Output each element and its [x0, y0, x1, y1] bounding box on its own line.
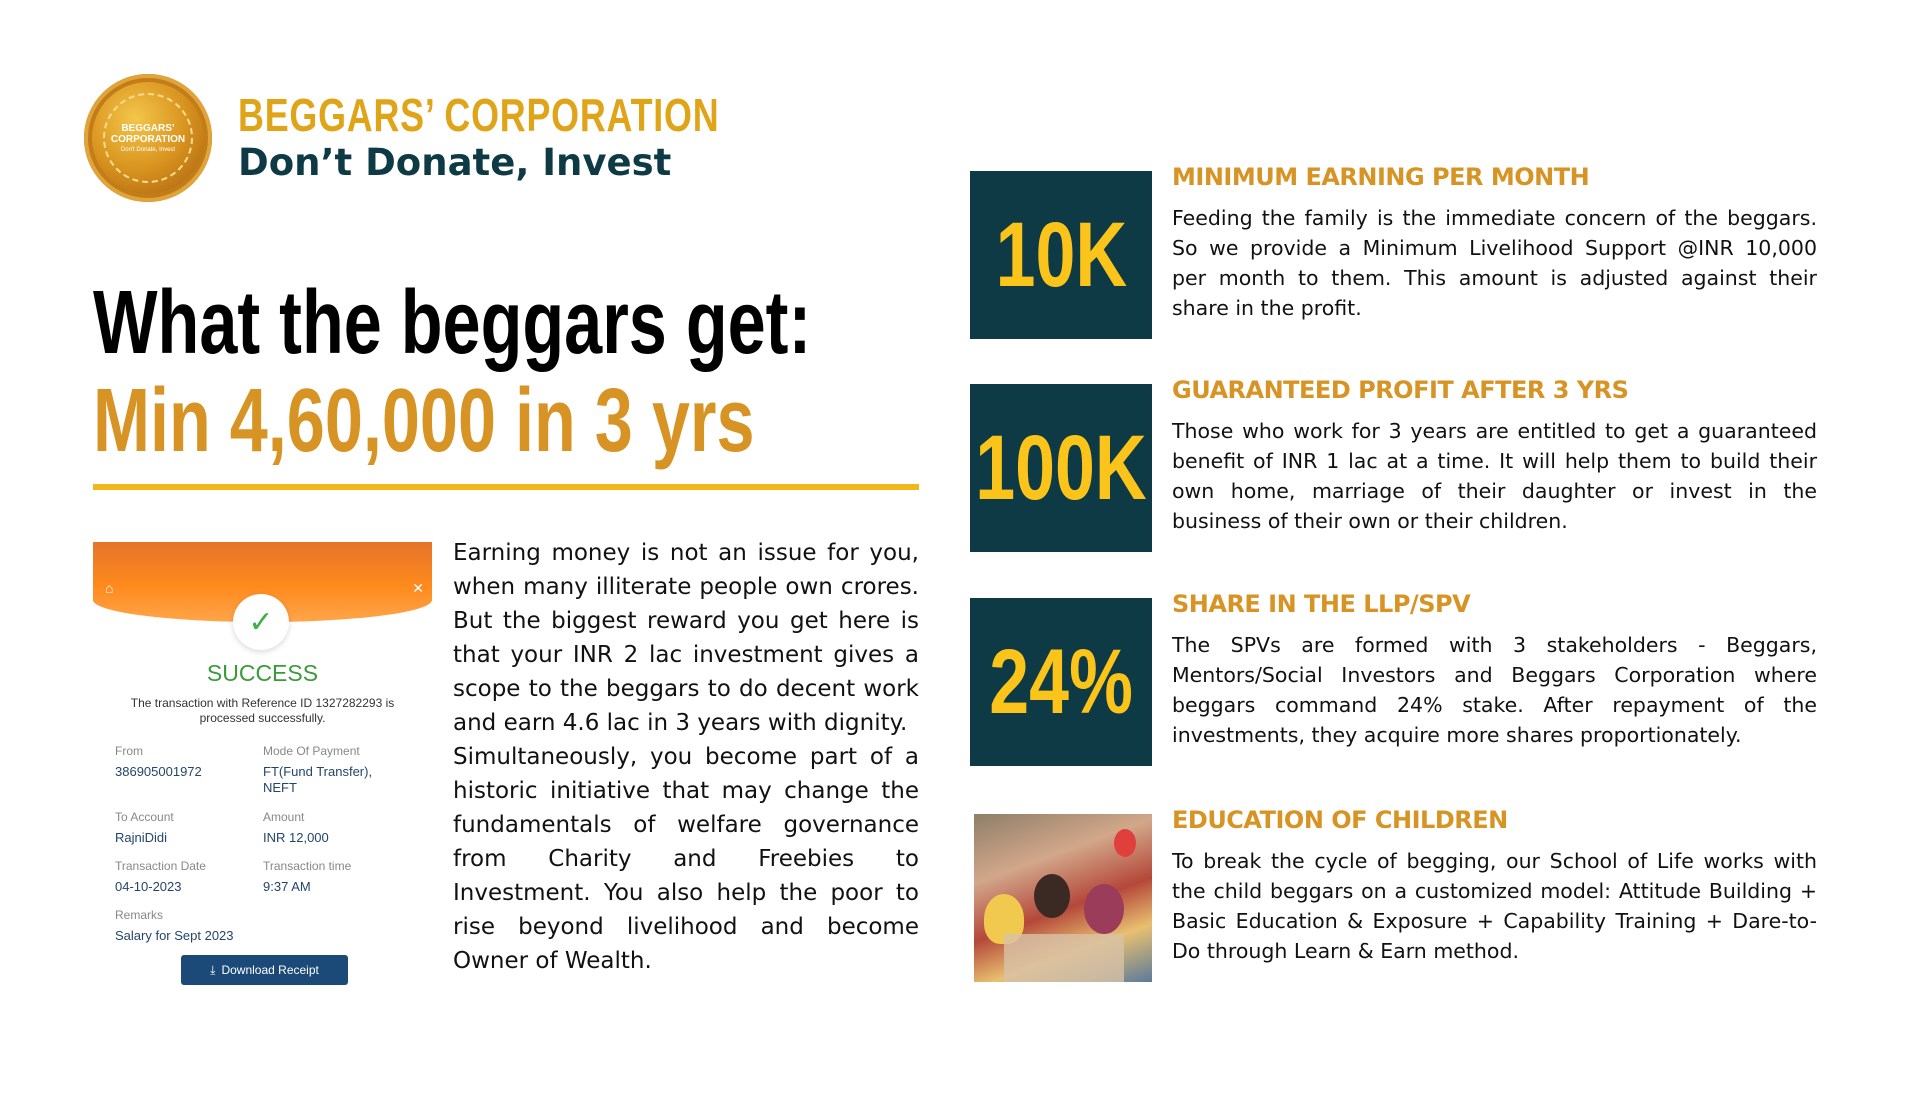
receipt-message: The transaction with Reference ID 132728… [130, 696, 395, 725]
check-icon: ✓ [233, 594, 289, 650]
detail-to: To Account RajniDidi [115, 810, 260, 846]
feature-badge: 24% [989, 630, 1133, 733]
feature-description: The SPVs are formed with 3 stakeholders … [1172, 633, 1817, 747]
amount-value: INR 12,000 [263, 830, 329, 845]
brand-logo-medal: BEGGARS’ CORPORATION Don't Donate, Inves… [84, 74, 212, 202]
logo-text: BEGGARS’ CORPORATION [110, 123, 186, 145]
mode-label: Mode Of Payment [263, 744, 360, 758]
feature-description: To break the cycle of begging, our Schoo… [1172, 849, 1817, 963]
feature-badge: 10K [995, 203, 1127, 306]
feature-badge-box: 10K [970, 171, 1152, 339]
remarks-label: Remarks [115, 908, 164, 922]
receipt-status: SUCCESS [206, 660, 319, 686]
feature-title: MINIMUM EARNING PER MONTH [1172, 163, 1590, 191]
body-text: Earning money is not an issue for you, w… [453, 536, 919, 978]
from-label: From [115, 744, 143, 758]
time-label: Transaction time [263, 859, 352, 873]
brand-header: BEGGARS’ CORPORATION Don't Donate, Inves… [84, 74, 855, 202]
headline-line2: Min 4,60,000 in 3 yrs [93, 371, 755, 471]
feature-title: EDUCATION OF CHILDREN [1172, 806, 1508, 834]
brand-text: BEGGARS’ CORPORATION Don’t Donate, Inves… [238, 90, 855, 186]
date-value: 04-10-2023 [115, 879, 182, 894]
detail-mode: Mode Of Payment FT(Fund Transfer), NEFT [263, 744, 408, 796]
to-value: RajniDidi [115, 830, 168, 845]
body-paragraph-1: Earning money is not an issue for you, w… [453, 540, 919, 736]
download-icon: ⤓ [210, 962, 216, 977]
brand-name: BEGGARS’ CORPORATION [238, 89, 720, 141]
date-label: Transaction Date [115, 859, 206, 873]
feature-title: GUARANTEED PROFIT AFTER 3 YRS [1172, 376, 1629, 404]
download-receipt-label: Download Receipt [221, 963, 319, 977]
from-value: 386905001972 [115, 764, 202, 779]
feature-badge-box: 100K [970, 384, 1152, 552]
feature-badge-box: 24% [970, 598, 1152, 766]
detail-from: From 386905001972 [115, 744, 260, 780]
feature-description: Feeding the family is the immediate conc… [1172, 206, 1817, 320]
detail-time: Transaction time 9:37 AM [263, 859, 408, 895]
time-value: 9:37 AM [263, 879, 311, 894]
download-receipt-button[interactable]: ⤓ Download Receipt [181, 955, 348, 985]
home-icon: ⌂ [105, 580, 114, 596]
remarks-value: Salary for Sept 2023 [115, 928, 234, 943]
headline: What the beggars get: Min 4,60,000 in 3 … [93, 278, 811, 466]
detail-remarks: Remarks Salary for Sept 2023 [115, 908, 405, 944]
children-photo [974, 814, 1152, 982]
body-paragraph-2: Simultaneously, you become part of a his… [453, 744, 919, 974]
mode-value: FT(Fund Transfer), NEFT [263, 764, 373, 795]
close-icon: ✕ [412, 580, 424, 596]
headline-line1: What the beggars get: [93, 273, 812, 373]
feature-description: Those who work for 3 years are entitled … [1172, 419, 1817, 533]
detail-date: Transaction Date 04-10-2023 [115, 859, 260, 895]
medal-inner: BEGGARS’ CORPORATION Don't Donate, Inves… [103, 93, 193, 183]
brand-tagline: Don’t Donate, Invest [238, 141, 672, 184]
feature-badge: 100K [975, 416, 1147, 519]
amount-label: Amount [263, 810, 305, 824]
headline-divider [93, 484, 919, 490]
logo-subtext: Don't Donate, Invest [120, 147, 176, 153]
transaction-receipt: ⌂ ✕ ✓ SUCCESS The transaction with Refer… [93, 542, 432, 989]
to-label: To Account [115, 810, 174, 824]
detail-amount: Amount INR 12,000 [263, 810, 408, 846]
feature-title: SHARE IN THE LLP/SPV [1172, 590, 1471, 618]
